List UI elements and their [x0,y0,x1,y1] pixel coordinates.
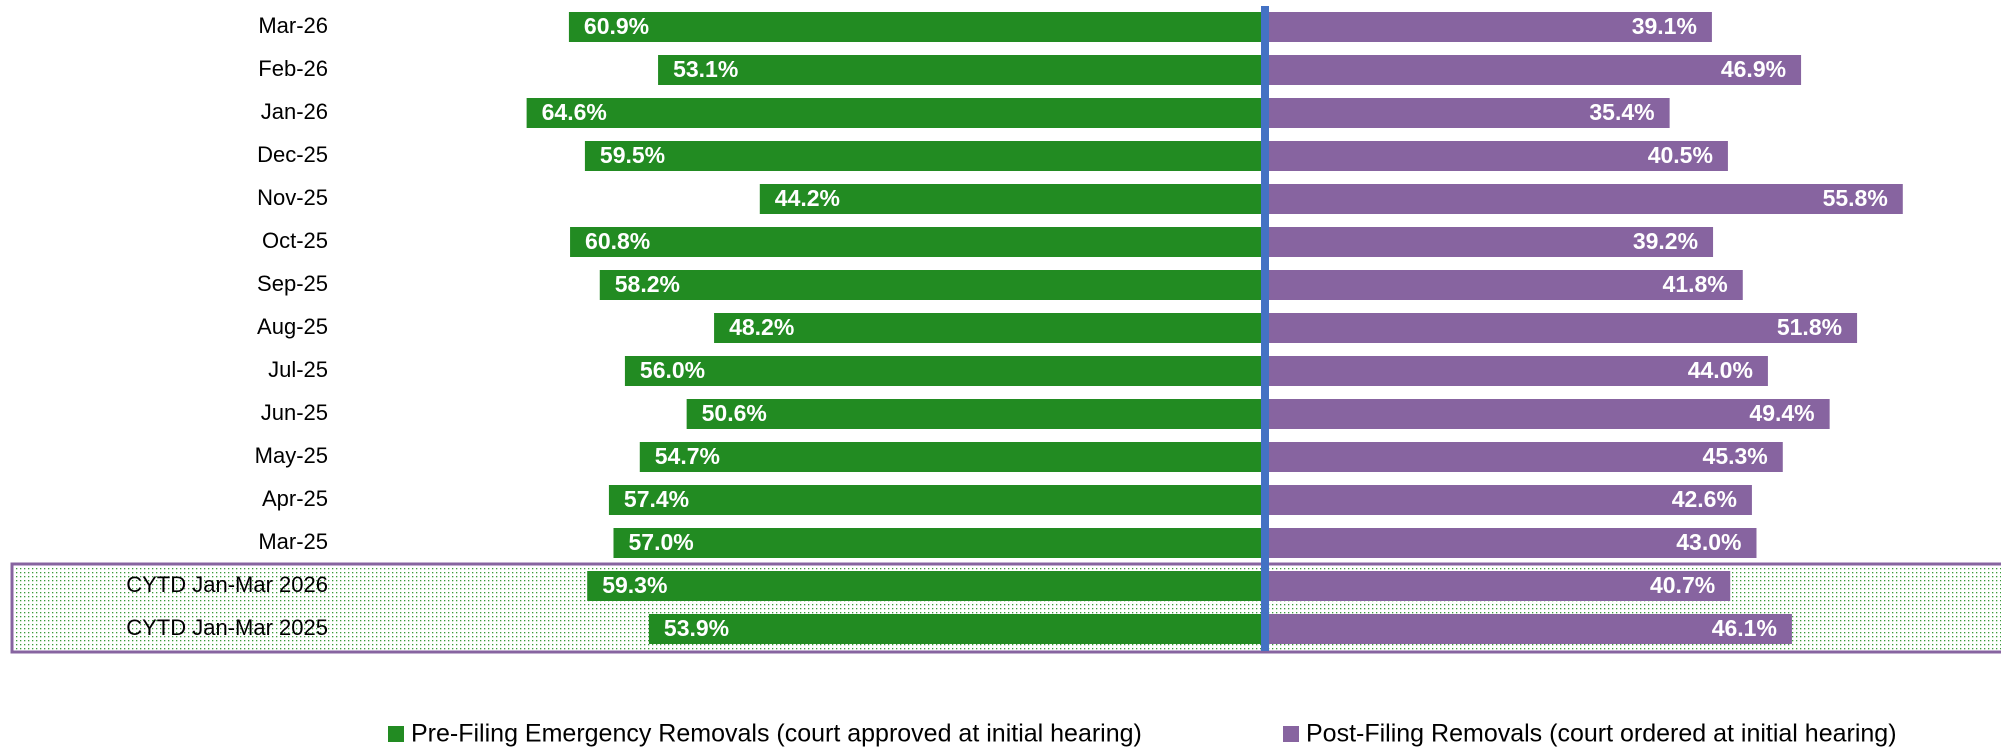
category-label: Feb-26 [258,56,328,81]
category-label: Dec-25 [257,142,328,167]
bar [1265,356,1768,386]
legend-label: Pre-Filing Emergency Removals (court app… [411,720,1142,748]
bar [759,184,1265,214]
value-label: 57.0% [628,529,693,555]
value-label: 35.4% [1589,99,1654,125]
value-label: 64.6% [542,99,607,125]
bar [599,270,1265,300]
value-label: 48.2% [729,314,794,340]
category-label: May-25 [255,443,328,468]
value-label: 43.0% [1676,529,1741,555]
bar [1265,55,1802,85]
legend-swatch [1283,726,1299,742]
value-label: 51.8% [1777,314,1842,340]
value-label: 60.9% [584,13,649,39]
bar [1265,141,1728,171]
bar [1265,528,1757,558]
value-label: 49.4% [1749,400,1814,426]
category-label: Jan-26 [261,99,328,124]
value-label: 56.0% [640,357,705,383]
bar [1265,313,1858,343]
bar [1265,485,1752,515]
value-label: 55.8% [1823,185,1888,211]
bar [570,227,1265,257]
value-label: 44.2% [775,185,840,211]
category-label: CYTD Jan-Mar 2025 [126,615,328,640]
category-label: Nov-25 [257,185,328,210]
bar [1265,399,1830,429]
value-label: 53.9% [664,615,729,641]
bar [1265,184,1903,214]
bar [1265,270,1743,300]
value-label: 39.1% [1632,13,1697,39]
value-label: 53.1% [673,56,738,82]
category-label: Jun-25 [261,400,328,425]
bar [639,442,1265,472]
value-label: 59.3% [602,572,667,598]
value-label: 40.7% [1650,572,1715,598]
bar [648,614,1265,644]
value-label: 50.6% [702,400,767,426]
bar [714,313,1265,343]
bar [1265,98,1670,128]
bar [624,356,1265,386]
bar [608,485,1265,515]
legend-label: Post-Filing Removals (court ordered at i… [1306,720,1897,748]
value-label: 59.5% [600,142,665,168]
legend-swatch [388,726,404,742]
bar [1265,614,1792,644]
category-label: Jul-25 [268,357,328,382]
bar [658,55,1265,85]
category-label: CYTD Jan-Mar 2026 [126,572,328,597]
bar [587,571,1265,601]
value-label: 42.6% [1672,486,1737,512]
bar [613,528,1265,558]
bar [686,399,1265,429]
bar [584,141,1265,171]
category-label: Mar-26 [258,13,328,38]
bar [1265,442,1783,472]
category-label: Mar-25 [258,529,328,554]
value-label: 57.4% [624,486,689,512]
value-label: 45.3% [1703,443,1768,469]
category-label: Aug-25 [257,314,328,339]
bar [526,98,1265,128]
value-label: 40.5% [1648,142,1713,168]
value-label: 39.2% [1633,228,1698,254]
value-label: 46.1% [1712,615,1777,641]
category-label: Apr-25 [262,486,328,511]
value-label: 54.7% [655,443,720,469]
value-label: 41.8% [1663,271,1728,297]
category-label: Oct-25 [262,228,328,253]
bar [1265,12,1712,42]
value-label: 60.8% [585,228,650,254]
category-label: Sep-25 [257,271,328,296]
value-label: 44.0% [1688,357,1753,383]
bar [1265,227,1714,257]
value-label: 58.2% [615,271,680,297]
bar [568,12,1265,42]
value-label: 46.9% [1721,56,1786,82]
bar [1265,571,1731,601]
